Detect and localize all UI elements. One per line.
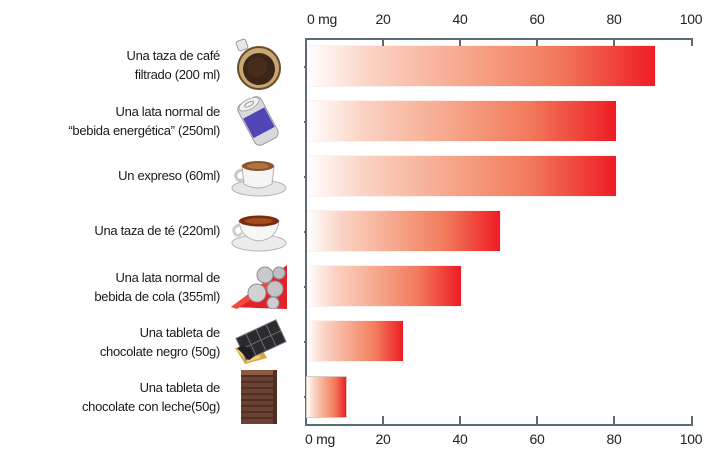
top-tick-label-100: 100	[679, 11, 703, 27]
top-tick	[613, 38, 615, 46]
category-label: Un expreso (60ml)	[118, 166, 220, 185]
top-tick-label-80: 80	[606, 11, 622, 27]
bottom-tick-label-100: 100	[679, 431, 703, 447]
category-label-line2: chocolate negro (50g)	[99, 344, 220, 359]
bottom-tick-label-80: 80	[606, 431, 622, 447]
bar-espresso	[307, 156, 616, 196]
bottom-tick	[613, 416, 615, 425]
top-tick	[691, 38, 693, 46]
top-tick	[382, 38, 384, 46]
category-label-line1: Un expreso (60ml)	[118, 168, 220, 183]
top-tick	[459, 38, 461, 46]
top-tick-label-60: 60	[529, 11, 545, 27]
bottom-tick-label-20: 20	[375, 431, 391, 447]
category-label: Una tableta de chocolate con leche(50g)	[82, 378, 220, 416]
bottom-tick	[305, 416, 307, 425]
dark-chocolate-icon	[235, 319, 287, 364]
category-label-line2: “bebida energética” (250ml)	[68, 123, 220, 138]
top-tick-label-0: 0 mg	[307, 11, 337, 27]
category-label-line1: Una tableta de	[139, 380, 221, 395]
bar-filter-coffee	[307, 46, 655, 86]
cola-cans-icon	[231, 265, 287, 309]
y-tick	[304, 66, 307, 68]
bottom-tick-label-0: 0 mg	[305, 431, 335, 447]
bottom-tick	[691, 416, 693, 425]
category-label-line1: Una tableta de	[139, 325, 221, 340]
bottom-tick	[536, 416, 538, 425]
top-axis-line	[305, 38, 693, 40]
category-label-line1: Una taza de té (220ml)	[94, 223, 220, 238]
bar-cola	[307, 266, 461, 306]
y-tick	[304, 176, 307, 178]
category-label-line1: Una lata normal de	[115, 270, 221, 285]
energy-drink-can-icon	[237, 96, 279, 146]
espresso-cup-icon	[231, 161, 287, 197]
tea-cup-icon	[231, 215, 287, 252]
top-tick-label-20: 20	[375, 11, 391, 27]
bar-milk-chocolate	[307, 377, 346, 417]
bottom-tick	[459, 416, 461, 425]
y-tick	[304, 231, 307, 233]
bottom-tick	[382, 416, 384, 425]
bar-tea	[307, 211, 500, 251]
category-label: Una taza de té (220ml)	[94, 221, 220, 240]
category-label-line1: Una taza de café	[126, 48, 221, 63]
bottom-tick-label-60: 60	[529, 431, 545, 447]
category-label-line1: Una lata normal de	[115, 104, 221, 119]
top-tick-label-40: 40	[452, 11, 468, 27]
y-tick	[304, 286, 307, 288]
bottom-tick-label-40: 40	[452, 431, 468, 447]
y-tick	[304, 121, 307, 123]
y-tick	[304, 341, 307, 343]
category-label-line2: bebida de cola (355ml)	[94, 289, 220, 304]
bottom-axis-line	[305, 424, 693, 426]
bar-energy-drink	[307, 101, 616, 141]
category-label-line2: chocolate con leche(50g)	[81, 399, 220, 414]
category-label: Una lata normal de bebida de cola (355ml…	[94, 268, 220, 306]
category-label: Una tableta de chocolate negro (50g)	[100, 323, 220, 361]
category-label: Una lata normal de “bebida energética” (…	[68, 102, 220, 140]
filter-coffee-cup-icon	[235, 38, 281, 90]
y-tick	[304, 396, 307, 398]
top-tick	[536, 38, 538, 46]
category-label-line2: filtrado (200 ml)	[134, 67, 221, 82]
bar-dark-chocolate	[307, 321, 403, 361]
milk-chocolate-stack-icon	[241, 370, 277, 424]
category-label: Una taza de café filtrado (200 ml)	[127, 46, 221, 84]
